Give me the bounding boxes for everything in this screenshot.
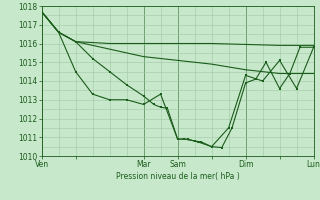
X-axis label: Pression niveau de la mer( hPa ): Pression niveau de la mer( hPa ) — [116, 172, 239, 181]
